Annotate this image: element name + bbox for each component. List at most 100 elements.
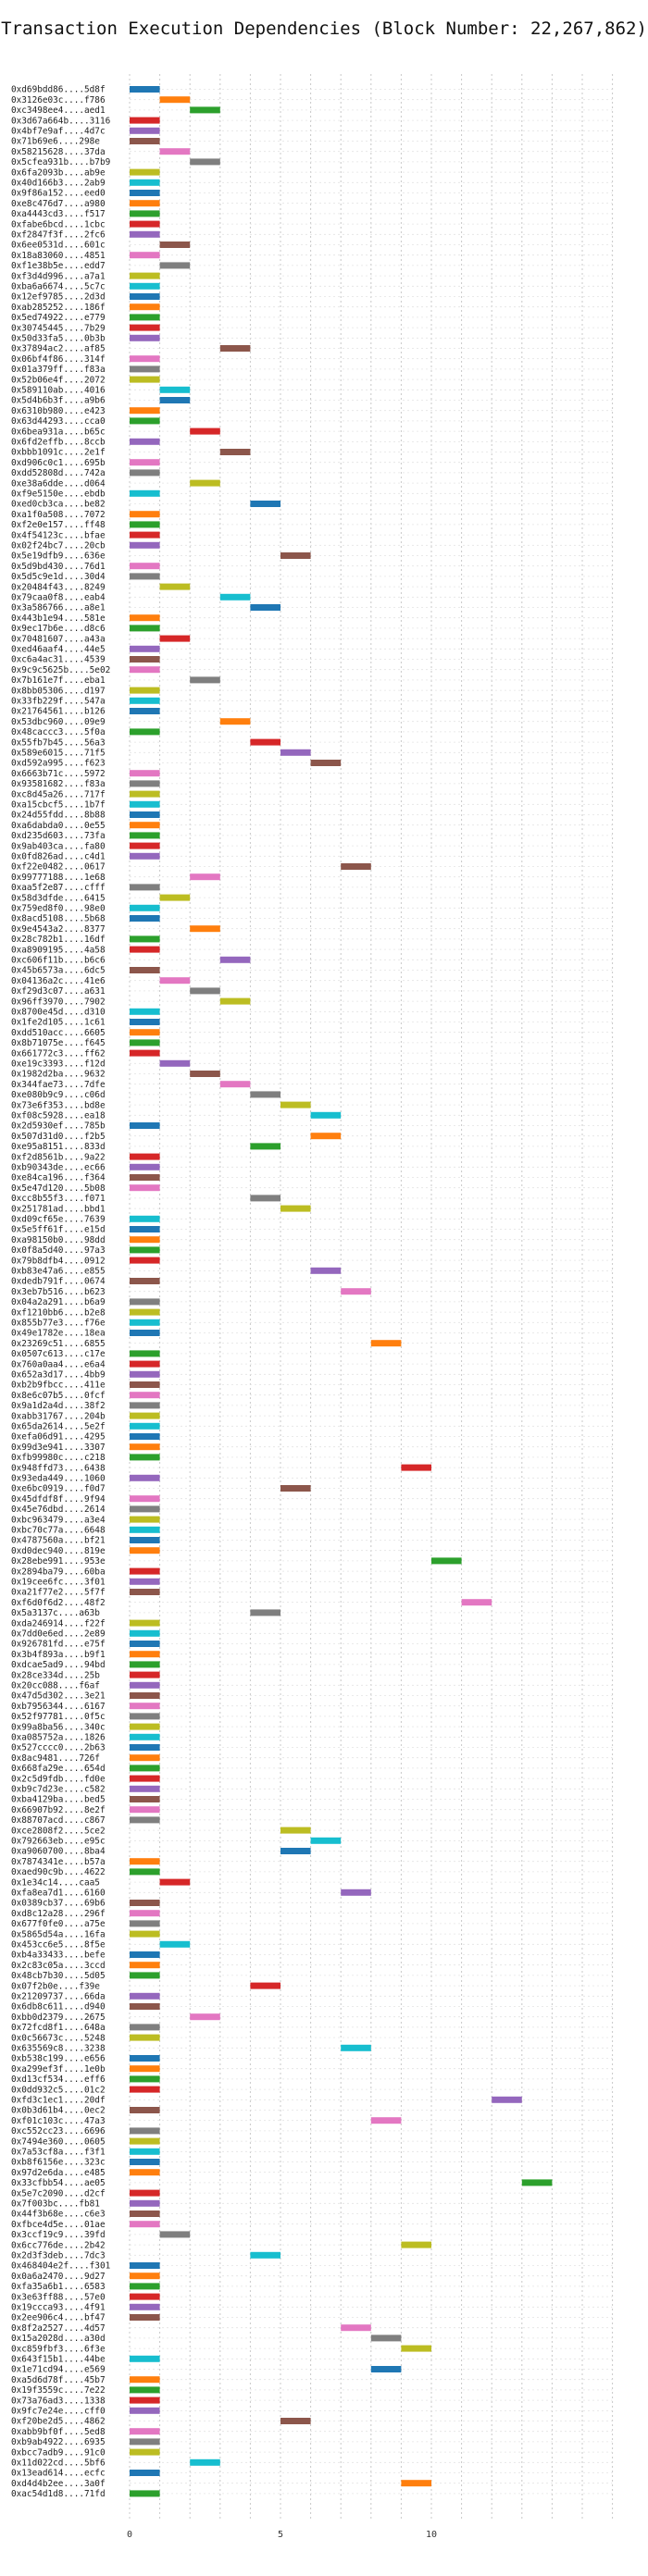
tx-label: 0x55fb7b45....56a3: [11, 737, 106, 748]
tx-bar: [130, 1671, 160, 1678]
tx-bar: [401, 2241, 431, 2248]
tx-label: 0x7dd0e6ed....2e89: [11, 1629, 106, 1640]
tx-bar: [130, 272, 160, 279]
tx-label: 0xaa5f2e87....cfff: [11, 883, 106, 893]
tx-bar: [159, 583, 191, 590]
tx-label: 0x99777188....1e68: [11, 873, 106, 883]
tx-label: 0xe19c3393....f12d: [11, 1059, 106, 1070]
tx-label: 0x58215628....37da: [11, 147, 106, 157]
tx-label: 0xa9060700....8ba4: [11, 1847, 106, 1857]
tx-label: 0x66907b92....8e2f: [11, 1805, 106, 1815]
tx-label: 0x1982d2ba....9632: [11, 1070, 106, 1080]
tx-bar: [159, 242, 191, 248]
tx-bar: [130, 252, 160, 259]
tx-label: 0xefa06d91....4295: [11, 1432, 106, 1443]
tx-label: 0xd09cf65e....7639: [11, 1215, 106, 1225]
tx-label: 0x5e5ff61f....e15d: [11, 1225, 106, 1235]
tx-label: 0x07f2b0e....f39e: [11, 1981, 100, 1991]
tx-bar: [401, 1464, 431, 1471]
tx-label: 0x677f0fe0....a75e: [11, 1919, 106, 1929]
tx-bar: [130, 417, 160, 425]
tx-label: 0xce2808f2....5ce2: [11, 1826, 106, 1836]
tx-bar: [310, 760, 342, 766]
tx-bar: [130, 1578, 160, 1585]
tx-label: 0x11d022cd....5bf6: [11, 2458, 106, 2469]
tx-bar: [310, 1133, 342, 1140]
tx-label: 0x5ed74922....e779: [11, 313, 106, 323]
tx-bar: [370, 2117, 402, 2124]
tx-label: 0x01a379ff....f83a: [11, 365, 106, 375]
tx-label: 0x5cfea931b....b7b9: [11, 157, 111, 167]
tx-bar: [250, 1091, 280, 1098]
tx-bar: [250, 1982, 280, 1989]
tx-bar: [130, 1008, 160, 1015]
tx-label: 0xba6a6674....5c7c: [11, 282, 106, 292]
tx-label: 0x8f2a2527....4d57: [11, 2323, 106, 2334]
tx-label: 0x70481607....a43a: [11, 634, 106, 644]
tx-label: 0x6cc776de....2b42: [11, 2240, 106, 2250]
tx-bar: [130, 1526, 160, 1533]
tx-label: 0xf2847f3f....2fc6: [11, 230, 106, 241]
tx-bar: [130, 1474, 160, 1481]
tx-bar: [130, 355, 160, 363]
tx-bar: [130, 1692, 160, 1699]
tx-label: 0x8700e45d....d310: [11, 1008, 106, 1018]
tx-bar: [130, 697, 160, 704]
tx-label: 0xa6dabda0....0e55: [11, 821, 106, 831]
tx-label: 0x2d5930ef....785b: [11, 1121, 106, 1132]
tx-label: 0x855b77e3....f76e: [11, 1319, 106, 1329]
tx-label: 0xd906c0c1....695b: [11, 458, 106, 468]
tx-label: 0x8bb05306....d197: [11, 686, 106, 696]
tx-bar: [280, 1101, 311, 1108]
tx-bar: [130, 2024, 160, 2031]
tx-bar: [431, 1557, 462, 1565]
tx-label: 0xe8c476d7....a980: [11, 199, 106, 209]
tx-bar: [190, 106, 220, 114]
tx-bar: [130, 2137, 160, 2145]
tx-label: 0xd69bdd86....5d8f: [11, 85, 106, 95]
tx-label: 0x635569c8....3238: [11, 2044, 106, 2054]
tx-label: 0x06bf4f86....314f: [11, 354, 106, 365]
tx-bar: [130, 1703, 160, 1710]
tx-bar: [130, 1174, 160, 1181]
tx-bar: [130, 904, 160, 911]
x-tick-labels: 0 5 10: [127, 2530, 437, 2540]
tx-label: 0x6db8c611....d940: [11, 2002, 106, 2012]
tx-bar: [250, 501, 280, 507]
tx-label: 0x99d3e941....3307: [11, 1443, 106, 1453]
tx-label: 0xfa8ea7d1....6160: [11, 1889, 106, 1899]
tx-bar: [130, 2283, 160, 2290]
tx-bar: [159, 1940, 191, 1948]
tx-bar: [130, 1754, 160, 1762]
tx-label: 0x6ee0531d....601c: [11, 241, 106, 251]
tx-bar: [130, 1661, 160, 1668]
tx-label: 0x0fd826ad....c4d1: [11, 852, 106, 862]
tx-label: 0x73e6f353....bd8e: [11, 1100, 106, 1110]
tx-bar: [130, 1589, 160, 1595]
tx-bar: [219, 345, 251, 352]
tx-label: 0x71b69e6....298e: [11, 137, 100, 147]
tx-label: 0x661772c3....ff62: [11, 1048, 106, 1059]
tx-label: 0x1fe2d105....1c61: [11, 1018, 106, 1028]
tx-label: 0x3126e03c....f786: [11, 95, 106, 105]
tx-bar: [130, 230, 160, 238]
tx-label: 0x6bea931a....b65c: [11, 427, 106, 437]
tx-bar: [250, 1609, 280, 1616]
tx-bar: [130, 1785, 160, 1792]
tx-bar: [130, 563, 160, 570]
tx-bar: [130, 2407, 160, 2414]
tx-bar: [130, 1775, 160, 1782]
tx-bar: [130, 1910, 160, 1917]
tx-label: 0x49e1782e....18ea: [11, 1329, 106, 1339]
tx-bar: [341, 2324, 371, 2332]
tx-label: 0xfa35a6b1....6583: [11, 2282, 106, 2292]
tx-label: 0xda246914....f22f: [11, 1618, 106, 1629]
tx-bar: [130, 1900, 160, 1906]
tx-label: 0x04a2a291....b6a9: [11, 1297, 106, 1307]
tx-bar: [370, 2366, 402, 2372]
tx-label: 0x3b4f893a....b9f1: [11, 1650, 106, 1660]
tx-label: 0x19f3559c....7e22: [11, 2385, 106, 2396]
tx-bar: [130, 2386, 160, 2394]
tx-label: 0x9ec17b6e....d8c6: [11, 624, 106, 634]
tx-label: 0x3eb7b516....b623: [11, 1287, 106, 1297]
